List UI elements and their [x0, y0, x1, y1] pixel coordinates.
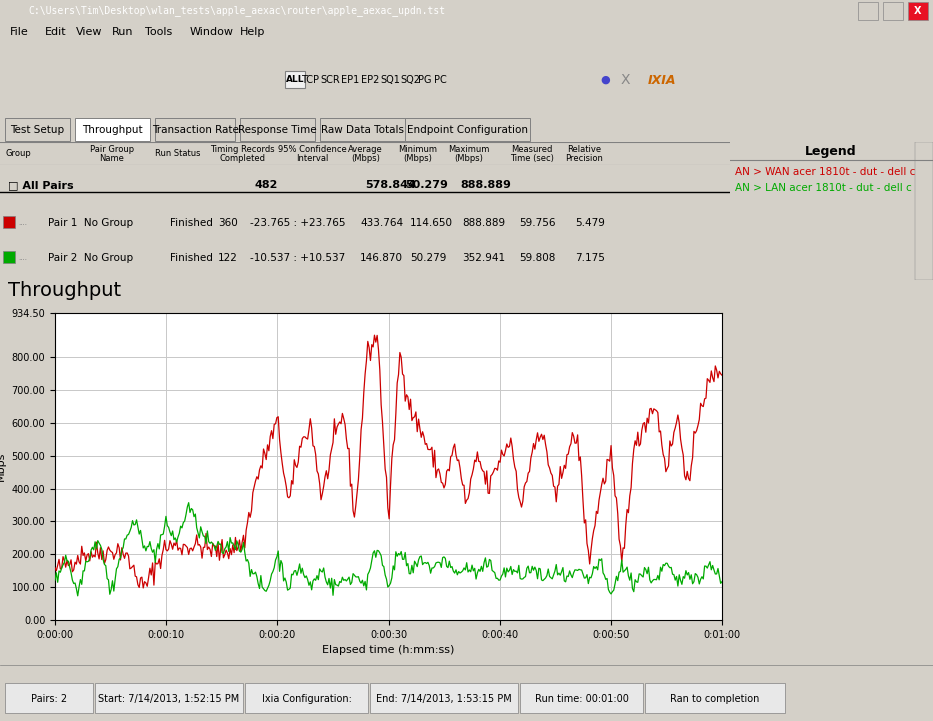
- Text: 50.279: 50.279: [405, 180, 448, 190]
- Text: 146.870: 146.870: [360, 253, 403, 263]
- Text: 433.764: 433.764: [360, 218, 403, 228]
- Text: □ All Pairs: □ All Pairs: [8, 180, 74, 190]
- Bar: [155, 118, 235, 141]
- Bar: [75, 118, 150, 141]
- Bar: [285, 71, 305, 88]
- Bar: [883, 2, 903, 20]
- Text: Run time: 00:01:00: Run time: 00:01:00: [535, 694, 629, 704]
- Text: ....: ....: [18, 255, 27, 261]
- Text: 59.756: 59.756: [519, 218, 555, 228]
- Text: SCR: SCR: [320, 75, 340, 85]
- Text: 95% Confidence
Interval: 95% Confidence Interval: [278, 145, 347, 164]
- Text: Pairs: 2: Pairs: 2: [31, 694, 67, 704]
- Bar: [95, 683, 243, 713]
- Text: 578.844: 578.844: [365, 180, 416, 190]
- Text: AN > LAN acer 1810t - dut - dell c: AN > LAN acer 1810t - dut - dell c: [735, 183, 912, 193]
- Text: Pair 2  No Group: Pair 2 No Group: [48, 253, 133, 263]
- Text: Raw Data Totals: Raw Data Totals: [321, 125, 404, 135]
- Text: Run Status: Run Status: [155, 149, 201, 159]
- Text: Tools: Tools: [145, 27, 173, 37]
- Text: Measured
Time (sec): Measured Time (sec): [510, 145, 554, 164]
- Text: Finished: Finished: [170, 253, 213, 263]
- Text: Test Setup: Test Setup: [10, 125, 64, 135]
- Text: Minimum
(Mbps): Minimum (Mbps): [398, 145, 437, 164]
- Text: Finished: Finished: [170, 218, 213, 228]
- Text: Pair Group
Name: Pair Group Name: [90, 145, 134, 164]
- Text: 352.941: 352.941: [462, 253, 505, 263]
- Text: 888.889: 888.889: [462, 218, 505, 228]
- Bar: [405, 118, 530, 141]
- Bar: [915, 142, 933, 280]
- Text: Average
(Mbps): Average (Mbps): [348, 145, 383, 164]
- Text: -23.765 : +23.765: -23.765 : +23.765: [250, 218, 345, 228]
- Text: Help: Help: [240, 27, 265, 37]
- Text: End: 7/14/2013, 1:53:15 PM: End: 7/14/2013, 1:53:15 PM: [376, 694, 512, 704]
- Bar: [5, 683, 93, 713]
- Bar: [858, 2, 878, 20]
- Bar: [3, 216, 15, 228]
- Bar: [908, 2, 928, 20]
- Text: Timing Records
Completed: Timing Records Completed: [210, 145, 274, 164]
- Text: File: File: [10, 27, 29, 37]
- Text: PC: PC: [434, 75, 446, 85]
- Text: EP1: EP1: [341, 75, 359, 85]
- Text: 360: 360: [218, 218, 238, 228]
- Text: View: View: [76, 27, 103, 37]
- Text: ....: ....: [18, 220, 27, 226]
- Text: 482: 482: [255, 180, 278, 190]
- Text: Start: 7/14/2013, 1:52:15 PM: Start: 7/14/2013, 1:52:15 PM: [98, 694, 240, 704]
- Text: IXIA: IXIA: [648, 74, 676, 87]
- Text: 7.175: 7.175: [575, 253, 605, 263]
- Text: Pair 1  No Group: Pair 1 No Group: [48, 218, 133, 228]
- Text: SQ2: SQ2: [400, 75, 420, 85]
- Text: Legend: Legend: [805, 144, 856, 157]
- Text: C:\Users\Tim\Desktop\wlan_tests\apple_aexac\router\apple_aexac_updn.tst: C:\Users\Tim\Desktop\wlan_tests\apple_ae…: [28, 6, 445, 17]
- Text: X: X: [620, 73, 630, 87]
- Text: -10.537 : +10.537: -10.537 : +10.537: [250, 253, 345, 263]
- Text: 59.808: 59.808: [519, 253, 555, 263]
- Text: Response Time: Response Time: [238, 125, 317, 135]
- Text: Ixia Configuration:: Ixia Configuration:: [261, 694, 352, 704]
- Text: Edit: Edit: [45, 27, 66, 37]
- Text: 5.479: 5.479: [575, 218, 605, 228]
- Text: Window: Window: [190, 27, 234, 37]
- Text: Throughput: Throughput: [8, 280, 121, 299]
- Text: PG: PG: [418, 75, 432, 85]
- Text: Group: Group: [5, 149, 31, 159]
- Bar: [320, 118, 405, 141]
- Text: Relative
Precision: Relative Precision: [565, 145, 603, 164]
- Text: 50.279: 50.279: [410, 253, 446, 263]
- X-axis label: Elapsed time (h:mm:ss): Elapsed time (h:mm:ss): [322, 645, 454, 655]
- Text: AN > WAN acer 1810t - dut - dell c: AN > WAN acer 1810t - dut - dell c: [735, 167, 915, 177]
- Bar: [245, 683, 368, 713]
- Text: X: X: [914, 6, 922, 16]
- Bar: [520, 683, 643, 713]
- Text: ALL: ALL: [285, 76, 304, 84]
- Text: TCP: TCP: [301, 75, 319, 85]
- Text: Run: Run: [112, 27, 133, 37]
- Bar: [5, 118, 70, 141]
- Text: Transaction Rate: Transaction Rate: [151, 125, 239, 135]
- Text: 122: 122: [218, 253, 238, 263]
- Bar: [240, 118, 315, 141]
- Text: SQ1: SQ1: [380, 75, 400, 85]
- Text: Endpoint Configuration: Endpoint Configuration: [407, 125, 528, 135]
- Bar: [3, 251, 15, 263]
- Text: EP2: EP2: [361, 75, 379, 85]
- Text: Ran to completion: Ran to completion: [670, 694, 759, 704]
- Bar: [645, 683, 785, 713]
- Text: Maximum
(Mbps): Maximum (Mbps): [448, 145, 490, 164]
- Text: ●: ●: [600, 75, 610, 85]
- Text: Throughput: Throughput: [82, 125, 143, 135]
- Y-axis label: Mbps: Mbps: [0, 452, 6, 481]
- Text: 888.889: 888.889: [460, 180, 511, 190]
- Bar: [370, 683, 518, 713]
- Text: 114.650: 114.650: [410, 218, 453, 228]
